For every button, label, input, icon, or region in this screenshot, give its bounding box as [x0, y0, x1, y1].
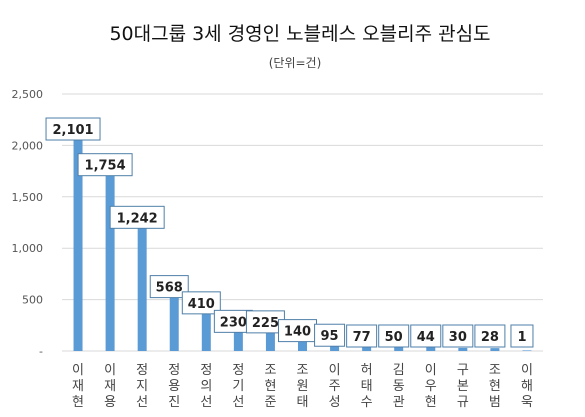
y-tick-label: 1,000 — [12, 242, 44, 255]
data-label: 44 — [410, 324, 442, 348]
y-tick-label: 1,500 — [12, 191, 44, 204]
svg-text:2,101: 2,101 — [52, 123, 93, 138]
bar — [201, 308, 211, 351]
bar — [233, 327, 243, 351]
svg-text:28: 28 — [481, 330, 499, 345]
bar — [137, 223, 147, 351]
y-tick-label: 2,500 — [12, 88, 44, 101]
data-label: 28 — [474, 324, 506, 348]
data-label: 140 — [278, 319, 317, 343]
data-labels: 2,101 1,754 1,242 568 410 230 225 140 95 77 50 44 30… — [45, 117, 534, 348]
data-label: 95 — [314, 323, 346, 347]
svg-text:1: 1 — [517, 330, 526, 345]
svg-text:225: 225 — [252, 316, 279, 331]
svg-text:95: 95 — [321, 329, 339, 344]
bar — [298, 336, 307, 351]
data-label: 77 — [346, 324, 378, 348]
svg-text:230: 230 — [220, 315, 247, 330]
y-tick-label: 2,000 — [12, 139, 44, 152]
data-label: 30 — [442, 324, 474, 348]
bar — [105, 170, 115, 351]
bar — [490, 348, 500, 351]
svg-text:77: 77 — [353, 330, 371, 345]
data-label: 410 — [181, 291, 221, 315]
data-label: 230 — [213, 309, 253, 333]
data-label: 50 — [378, 324, 410, 348]
y-tick-label: - — [39, 345, 43, 358]
svg-text:50: 50 — [385, 330, 403, 345]
data-label: 568 — [149, 275, 189, 299]
bar — [394, 345, 404, 351]
category-labels: 이 재 현 이 재 용 정 지 선 정 용 진 정 의 선 정 기 선 조 현 준 조 원 태 이 주 성 허 태 수 김 동 관 이 우 현 구 본 규 조… — [72, 363, 533, 410]
svg-text:1,242: 1,242 — [117, 211, 158, 226]
y-axis-ticks: - 500 1,000 1,500 2,000 2,500 — [12, 88, 44, 358]
bar — [458, 347, 468, 351]
svg-text:30: 30 — [449, 330, 467, 345]
data-label: 1 — [510, 324, 534, 348]
bar — [265, 327, 275, 351]
y-tick-label: 500 — [22, 294, 43, 307]
bar — [73, 135, 83, 351]
svg-text:44: 44 — [417, 330, 435, 345]
chart-subtitle: (단위=건) — [269, 56, 322, 70]
data-label: 225 — [245, 310, 285, 334]
bar — [426, 346, 436, 351]
data-label: 1,754 — [77, 153, 133, 177]
bars — [73, 135, 532, 351]
svg-text:140: 140 — [284, 325, 311, 340]
svg-text:410: 410 — [188, 297, 215, 312]
svg-text:1,754: 1,754 — [85, 159, 126, 174]
bar — [522, 350, 532, 351]
data-label: 1,242 — [109, 205, 165, 229]
bar — [169, 292, 179, 351]
data-label: 2,101 — [45, 117, 101, 141]
chart-title: 50대그룹 3세 경영인 노블레스 오블리주 관심도 — [109, 23, 490, 45]
svg-text:568: 568 — [156, 281, 183, 296]
